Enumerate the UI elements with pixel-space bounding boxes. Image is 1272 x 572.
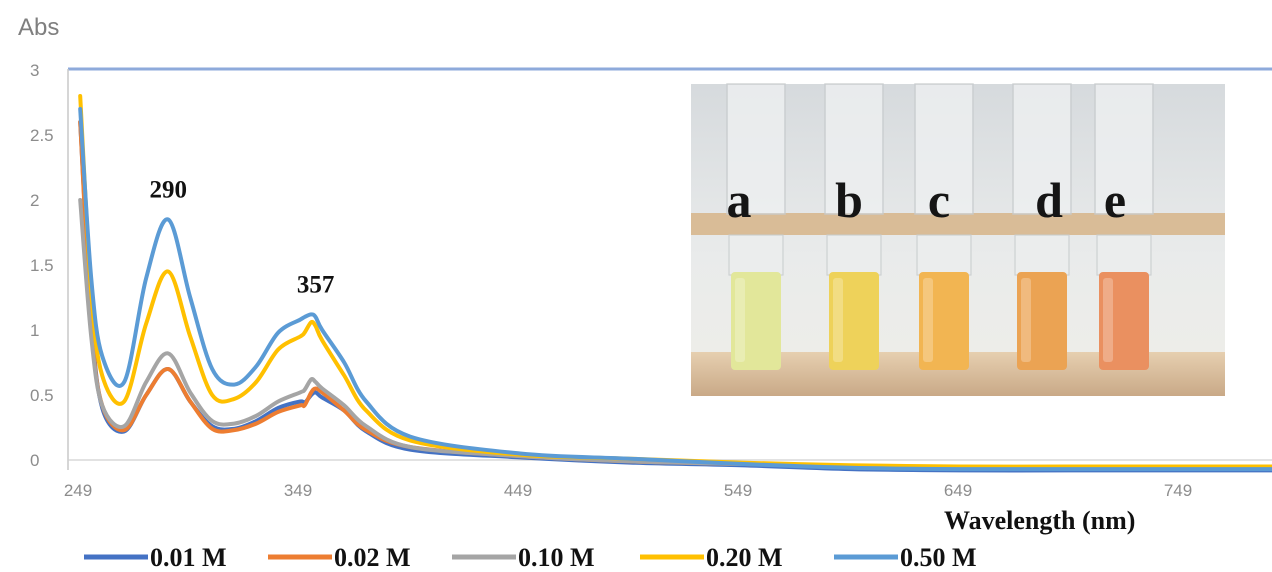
- vial-liquid: [1017, 272, 1067, 370]
- y-tick-label: 0.5: [30, 386, 54, 405]
- y-axis-label: Abs: [18, 14, 59, 41]
- vial-highlight: [833, 278, 843, 362]
- vial-liquid: [919, 272, 969, 370]
- peak-label: 290: [149, 177, 187, 204]
- x-tick-label: 449: [504, 481, 532, 500]
- series-lines: [78, 94, 1272, 473]
- vial-glass-upper: [1094, 83, 1154, 215]
- vial-liquid: [1099, 272, 1149, 370]
- x-axis-label: Wavelength (nm): [944, 506, 1135, 535]
- vial-label: c: [928, 172, 950, 228]
- y-tick-label: 1.5: [30, 256, 54, 275]
- upper-rack-bar: [691, 213, 1225, 235]
- y-ticks: 0 0.5 1 1.5 2 2.5 3: [30, 61, 54, 470]
- x-tick-label: 249: [64, 481, 92, 500]
- vial-glass-lower: [826, 234, 882, 276]
- vial-glass-upper: [824, 83, 884, 215]
- vial-label: b: [835, 172, 863, 228]
- x-tick-label: 549: [724, 481, 752, 500]
- x-tick-label: 749: [1164, 481, 1192, 500]
- legend-label: 0.20 M: [706, 543, 783, 572]
- series-line-5: [78, 107, 1272, 472]
- y-tick-label: 2: [30, 191, 39, 210]
- peak-annotations: 290 357: [149, 177, 334, 299]
- vial-liquid: [731, 272, 781, 370]
- vial-glass-lower: [728, 234, 784, 276]
- y-tick-label: 1: [30, 321, 39, 340]
- vial-glass-upper: [1012, 83, 1072, 215]
- series-line-4: [78, 94, 1272, 469]
- legend-label: 0.10 M: [518, 543, 595, 572]
- vial-liquid: [829, 272, 879, 370]
- y-tick-label: 3: [30, 61, 39, 80]
- vial-glass-upper: [914, 83, 974, 215]
- legend-label: 0.01 M: [150, 543, 227, 572]
- peak-label: 357: [297, 271, 335, 298]
- y-tick-label: 2.5: [30, 126, 54, 145]
- x-ticks: 249 349 449 549 649 749: [64, 481, 1192, 500]
- vial-highlight: [1021, 278, 1031, 362]
- vial-highlight: [923, 278, 933, 362]
- vial-glass-lower: [916, 234, 972, 276]
- legend-label: 0.02 M: [334, 543, 411, 572]
- vial-label: a: [727, 172, 752, 228]
- vial-label: d: [1035, 172, 1063, 228]
- vial-glass-lower: [1014, 234, 1070, 276]
- x-tick-label: 349: [284, 481, 312, 500]
- vial-label: e: [1104, 172, 1126, 228]
- y-tick-label: 0: [30, 451, 39, 470]
- legend-label: 0.50 M: [900, 543, 977, 572]
- x-tick-label: 649: [944, 481, 972, 500]
- vial-glass-lower: [1096, 234, 1152, 276]
- vial-highlight: [735, 278, 745, 362]
- legend: 0.01 M 0.02 M 0.10 M 0.20 M 0.50 M: [84, 543, 977, 572]
- vial-glass-upper: [726, 83, 786, 215]
- vial-highlight: [1103, 278, 1113, 362]
